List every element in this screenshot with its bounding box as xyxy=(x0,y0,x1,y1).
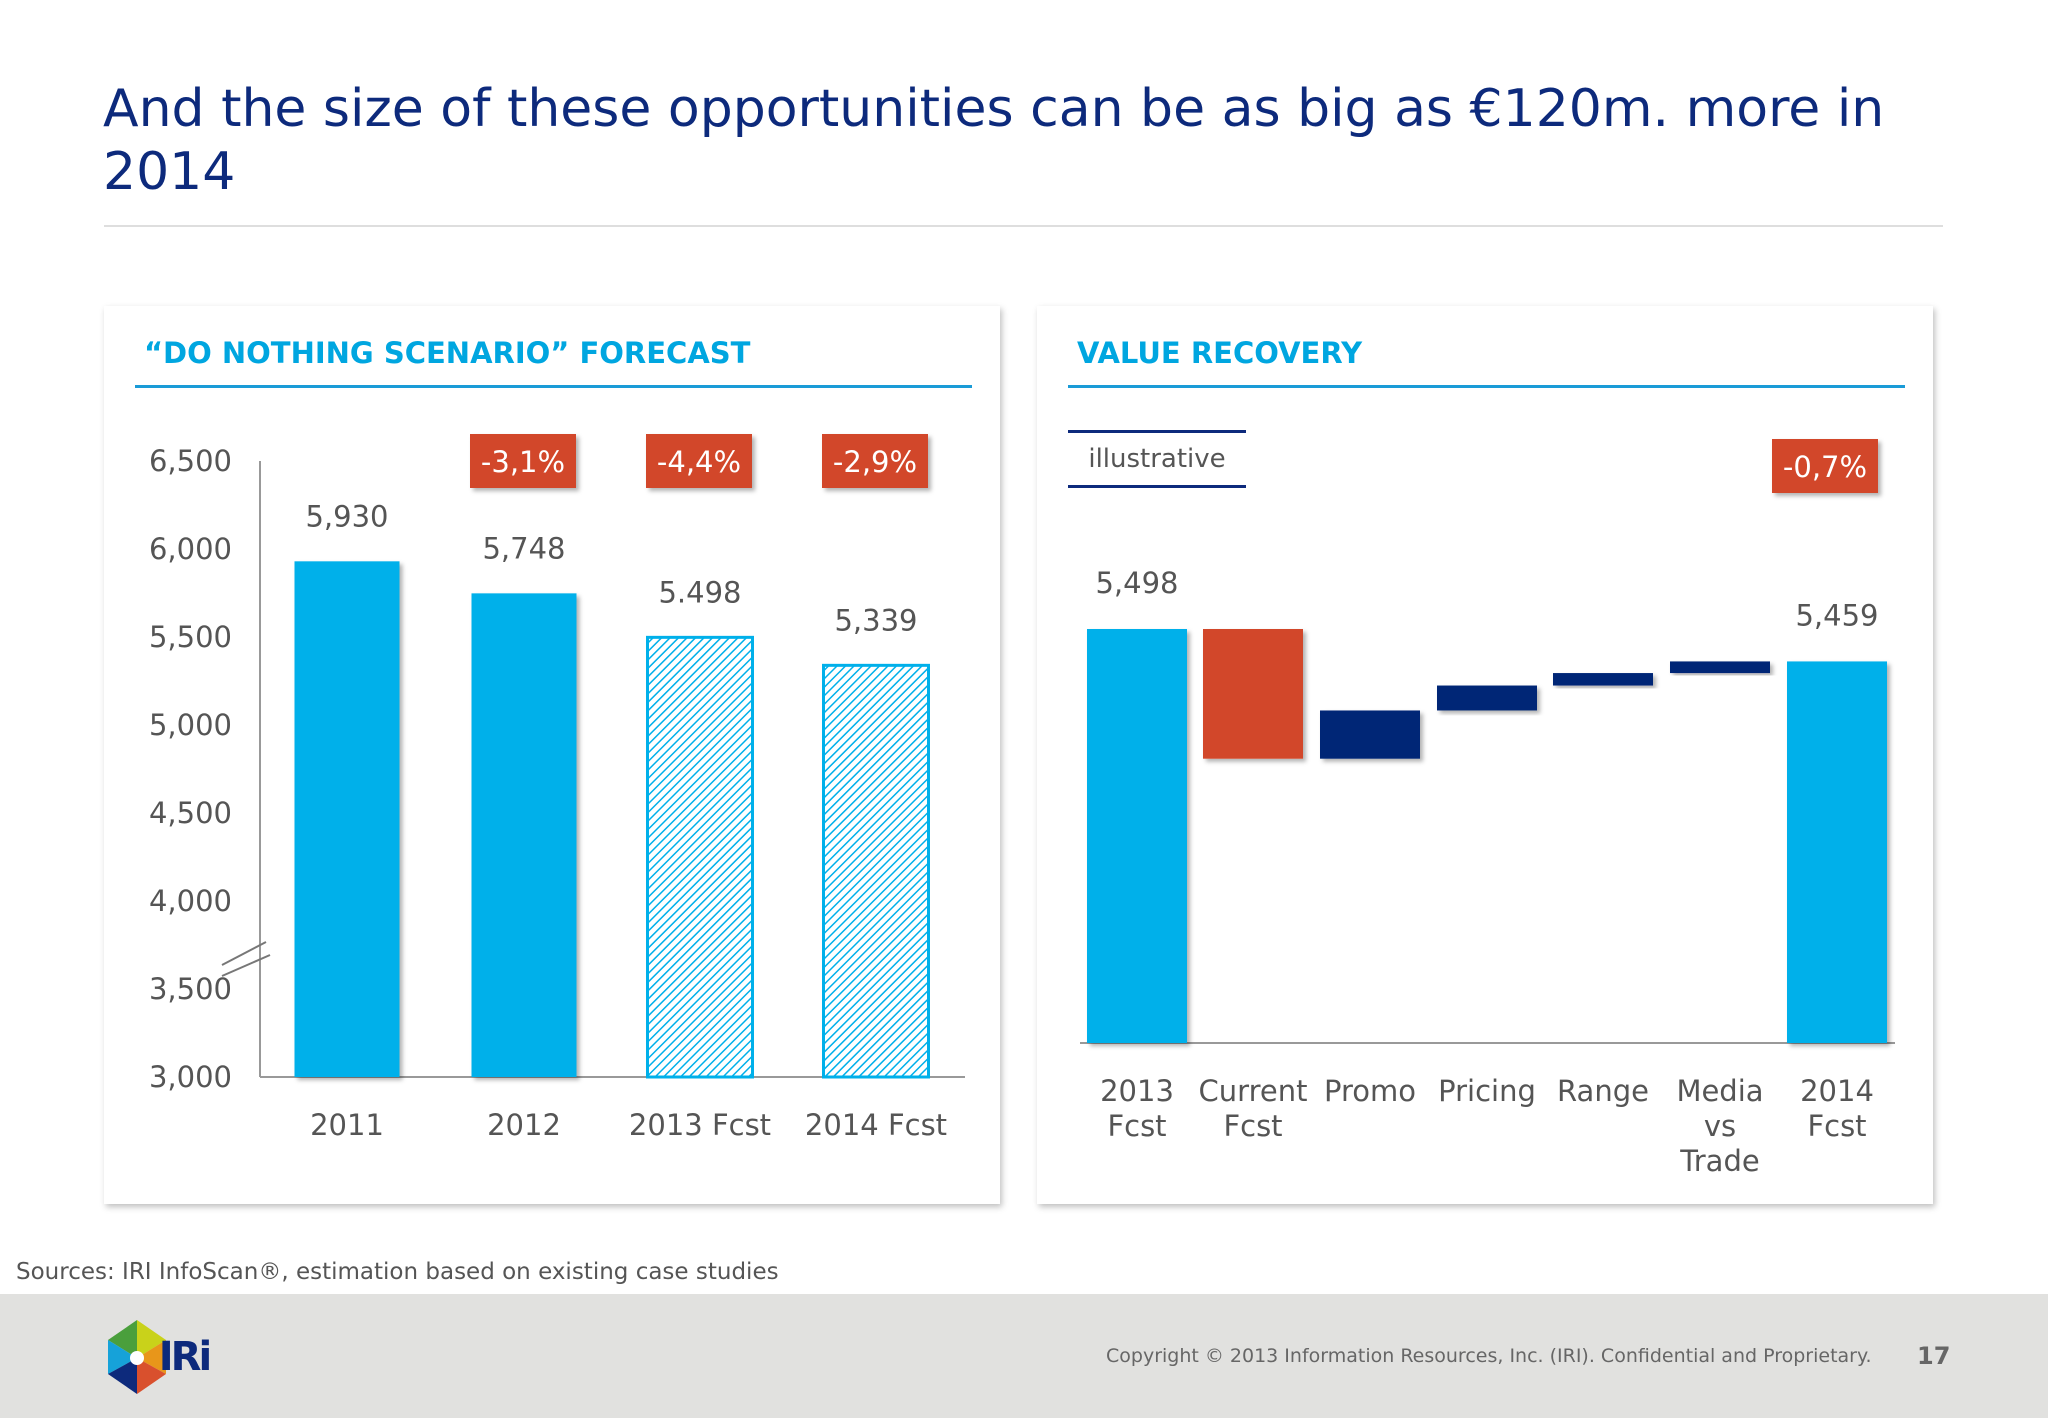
x-tick-label: Pricing xyxy=(1438,1074,1536,1108)
forecast-panel-heading: “DO NOTHING SCENARIO” FORECAST xyxy=(144,336,751,370)
bar-2012 xyxy=(471,593,577,1077)
data-label: 5.498 xyxy=(658,575,741,609)
illustrative-tag: illustrative xyxy=(1068,430,1246,488)
value-recovery-heading: VALUE RECOVERY xyxy=(1077,336,1363,370)
growth-badge xyxy=(1772,439,1878,493)
x-tick-label: Trade xyxy=(1679,1144,1759,1178)
x-tick-label: Range xyxy=(1557,1074,1649,1108)
waterfall-bar-2013-fcst xyxy=(1087,629,1187,1043)
x-tick-label: 2012 xyxy=(487,1108,561,1142)
growth-badge-label: -4,4% xyxy=(657,445,741,479)
y-tick-label: 6,500 xyxy=(149,444,232,478)
x-tick-label: 2014 Fcst xyxy=(805,1108,947,1142)
data-label: 5,339 xyxy=(834,603,917,637)
bar-2011 xyxy=(294,561,400,1077)
y-tick-label: 5,500 xyxy=(149,620,232,654)
y-tick-label: 4,000 xyxy=(149,884,232,918)
waterfall-bar-2014-fcst xyxy=(1787,661,1887,1043)
x-tick-label: 2013 xyxy=(1100,1074,1174,1108)
footer-bar xyxy=(0,1294,2048,1418)
data-label: 5,748 xyxy=(482,531,565,565)
data-label: 5,498 xyxy=(1095,566,1178,600)
growth-badge-label: -2,9% xyxy=(833,445,917,479)
x-tick-label: Fcst xyxy=(1107,1109,1166,1143)
y-tick-label: 5,000 xyxy=(149,708,232,742)
waterfall-bar-media-vs-trade xyxy=(1670,661,1770,674)
waterfall-bar-range xyxy=(1553,673,1653,686)
x-tick-label: 2011 xyxy=(310,1108,384,1142)
x-tick-label: Fcst xyxy=(1807,1109,1866,1143)
x-tick-label: 2014 xyxy=(1800,1074,1874,1108)
axis-break-mark xyxy=(221,954,271,977)
data-label: 5,930 xyxy=(305,499,388,533)
growth-badge-label: -3,1% xyxy=(481,445,565,479)
growth-badge-label: -0,7% xyxy=(1783,450,1867,484)
waterfall-bar-promo xyxy=(1320,710,1420,759)
growth-badge xyxy=(470,434,576,488)
page-number: 17 xyxy=(1917,1342,1951,1370)
panel-divider xyxy=(1068,385,1905,388)
svg-text:IRi: IRi xyxy=(159,1334,210,1380)
y-tick-label: 3,500 xyxy=(149,972,232,1006)
x-tick-label: Fcst xyxy=(1223,1109,1282,1143)
x-tick-label: Promo xyxy=(1324,1074,1416,1108)
copyright-text: Copyright © 2013 Information Resources, … xyxy=(1106,1345,1872,1367)
panel-divider xyxy=(135,385,972,388)
x-tick-label: vs xyxy=(1704,1109,1736,1143)
x-tick-label: Current xyxy=(1199,1074,1308,1108)
sources-note: Sources: IRI InfoScan®, estimation based… xyxy=(16,1259,779,1285)
y-tick-label: 3,000 xyxy=(149,1060,232,1094)
bar-2014-fcst xyxy=(822,663,930,1079)
page-title: And the size of these opportunities can … xyxy=(103,79,1885,202)
bar-2013-fcst xyxy=(646,635,754,1079)
title-divider xyxy=(104,225,1943,227)
waterfall-bar-current-fcst xyxy=(1203,629,1303,759)
growth-badge xyxy=(822,434,928,488)
x-tick-label: Media xyxy=(1676,1074,1763,1108)
growth-badge xyxy=(646,434,752,488)
waterfall-bar-pricing xyxy=(1437,685,1537,711)
iri-logo: IRi xyxy=(108,1320,212,1394)
y-tick-label: 4,500 xyxy=(149,796,232,830)
y-tick-label: 6,000 xyxy=(149,532,232,566)
x-tick-label: 2013 Fcst xyxy=(629,1108,771,1142)
data-label: 5,459 xyxy=(1795,598,1878,632)
axis-break-mark xyxy=(221,941,267,966)
